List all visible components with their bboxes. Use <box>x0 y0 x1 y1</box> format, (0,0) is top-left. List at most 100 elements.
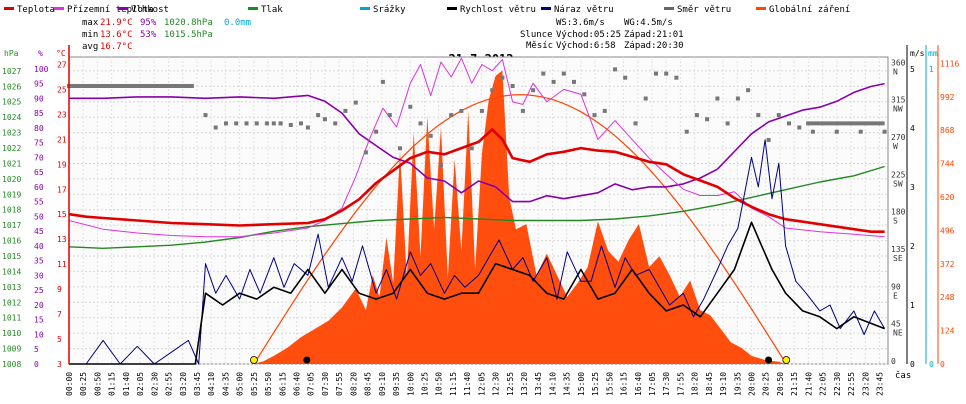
wind-tick: 5 <box>910 65 915 74</box>
x-tick: 23:45 <box>875 372 884 396</box>
x-tick: 01:40 <box>122 372 131 396</box>
temp-tick: 25 <box>57 85 67 94</box>
wind-dir-point <box>490 88 495 93</box>
dir-tick: 45 <box>891 320 901 329</box>
wind-dir-point <box>756 113 761 118</box>
wind-dir-point <box>408 104 413 109</box>
pct-tick: 30 <box>34 271 44 280</box>
hpa-tick: 1027 <box>2 67 21 76</box>
rad-tick: 496 <box>940 226 955 235</box>
x-tick: 00:50 <box>93 372 102 396</box>
hpa-tick: 1016 <box>2 237 21 246</box>
wind-axis-label: m/s <box>910 49 925 58</box>
axes: hPa% °C1008100910101011101210131014101510… <box>2 45 959 396</box>
hpa-tick: 1020 <box>2 175 21 184</box>
legend-label-6: Náraz větru <box>554 5 614 15</box>
x-tick: 10:00 <box>406 372 415 396</box>
wind-dir-point <box>725 121 730 126</box>
wind-dir-point <box>278 121 283 126</box>
temp-tick: 15 <box>57 210 67 219</box>
wind-dir-point <box>380 79 385 84</box>
x-tick: 05:00 <box>236 372 245 396</box>
wind-tick: 2 <box>910 242 915 251</box>
wind-dir-point <box>882 129 887 134</box>
wind-dir-point <box>418 121 423 126</box>
x-tick: 00:25 <box>79 372 88 396</box>
legend-swatch-5 <box>447 7 457 10</box>
wind-dir-point <box>551 79 556 84</box>
pct-tick: 40 <box>34 242 44 251</box>
hpa-tick: 1026 <box>2 82 21 91</box>
pct-tick: 45 <box>34 227 44 236</box>
x-tick: 01:15 <box>108 372 117 396</box>
wind-dir-point <box>613 67 617 72</box>
x-tick: 20:25 <box>762 372 771 396</box>
stats-max-temp: 21.9°C <box>100 18 133 28</box>
wind-dir-point <box>510 84 515 88</box>
wind-dir-point <box>776 113 781 118</box>
legend-swatch-7 <box>664 7 674 10</box>
moon-set: Západ:20:30 <box>624 41 684 51</box>
x-tick: 04:35 <box>221 372 230 396</box>
x-tick: 21:15 <box>790 372 799 396</box>
x-tick: 16:15 <box>620 372 629 396</box>
wind-dir-point <box>449 113 454 118</box>
pct-tick: 0 <box>34 360 39 369</box>
temp-tick: 21 <box>57 135 67 144</box>
x-tick: 17:55 <box>676 372 685 396</box>
hpa-tick: 1017 <box>2 221 21 230</box>
moon-marker <box>765 356 773 364</box>
hpa-tick: 1018 <box>2 206 21 215</box>
wind-dir-point <box>654 71 658 76</box>
wind-dir-point <box>500 75 505 80</box>
legend-label-3: Tlak <box>261 5 283 15</box>
wind-dir-point <box>643 96 648 101</box>
x-tick: 18:45 <box>705 372 714 396</box>
pct-tick: 85 <box>34 109 44 118</box>
x-tick: 03:20 <box>179 372 188 396</box>
dir-tick: 270 <box>891 133 906 142</box>
wind-dir-point <box>288 123 293 127</box>
wind-dir-point <box>694 113 699 118</box>
x-tick: 15:00 <box>577 372 586 396</box>
series-globalni-zareni <box>69 70 885 364</box>
wind-dir-point <box>705 117 710 122</box>
x-tick: 09:35 <box>392 372 401 396</box>
hpa-tick: 1011 <box>2 314 21 323</box>
wind-dir-point <box>479 108 484 113</box>
wind-dir-point <box>271 121 276 126</box>
wind-tick: 1 <box>910 301 915 310</box>
temp-axis-label: °C <box>56 49 66 58</box>
x-tick: 12:05 <box>477 372 486 396</box>
wind-dir-point <box>592 113 597 118</box>
rad-tick: 1116 <box>940 59 959 68</box>
wind-dir-point <box>316 113 321 118</box>
wind-dir-point <box>858 129 863 134</box>
pct-tick: 65 <box>34 168 44 177</box>
dir-label: N <box>893 67 898 76</box>
pct-tick: 15 <box>34 316 44 325</box>
legend-label-8: Globální záření <box>769 5 850 15</box>
legend-swatch-8 <box>756 7 766 10</box>
dir-tick: 360 <box>891 58 906 67</box>
pct-tick: 75 <box>34 139 44 148</box>
wind-dir-point <box>203 113 208 118</box>
pct-tick: 70 <box>34 153 44 162</box>
rad-tick: 248 <box>940 293 955 302</box>
dir-label: SE <box>893 254 903 263</box>
wind-dir-point <box>602 108 607 113</box>
wind-dir-point <box>333 121 338 126</box>
dir-label: NE <box>893 329 903 338</box>
x-tick: 07:05 <box>307 372 316 396</box>
pct-axis-label: % <box>38 49 43 58</box>
legend-label-4: Srážky <box>373 5 406 15</box>
wind-dir-point <box>633 121 638 126</box>
wind-dir-point <box>213 125 218 130</box>
wind-dir-point <box>797 125 802 130</box>
wind-dir-point <box>664 71 669 76</box>
dir-label: SW <box>893 179 903 188</box>
wind-ws: WS:3.6m/s <box>556 18 605 28</box>
x-tick: 03:45 <box>193 372 202 396</box>
temp-tick: 11 <box>57 260 67 269</box>
